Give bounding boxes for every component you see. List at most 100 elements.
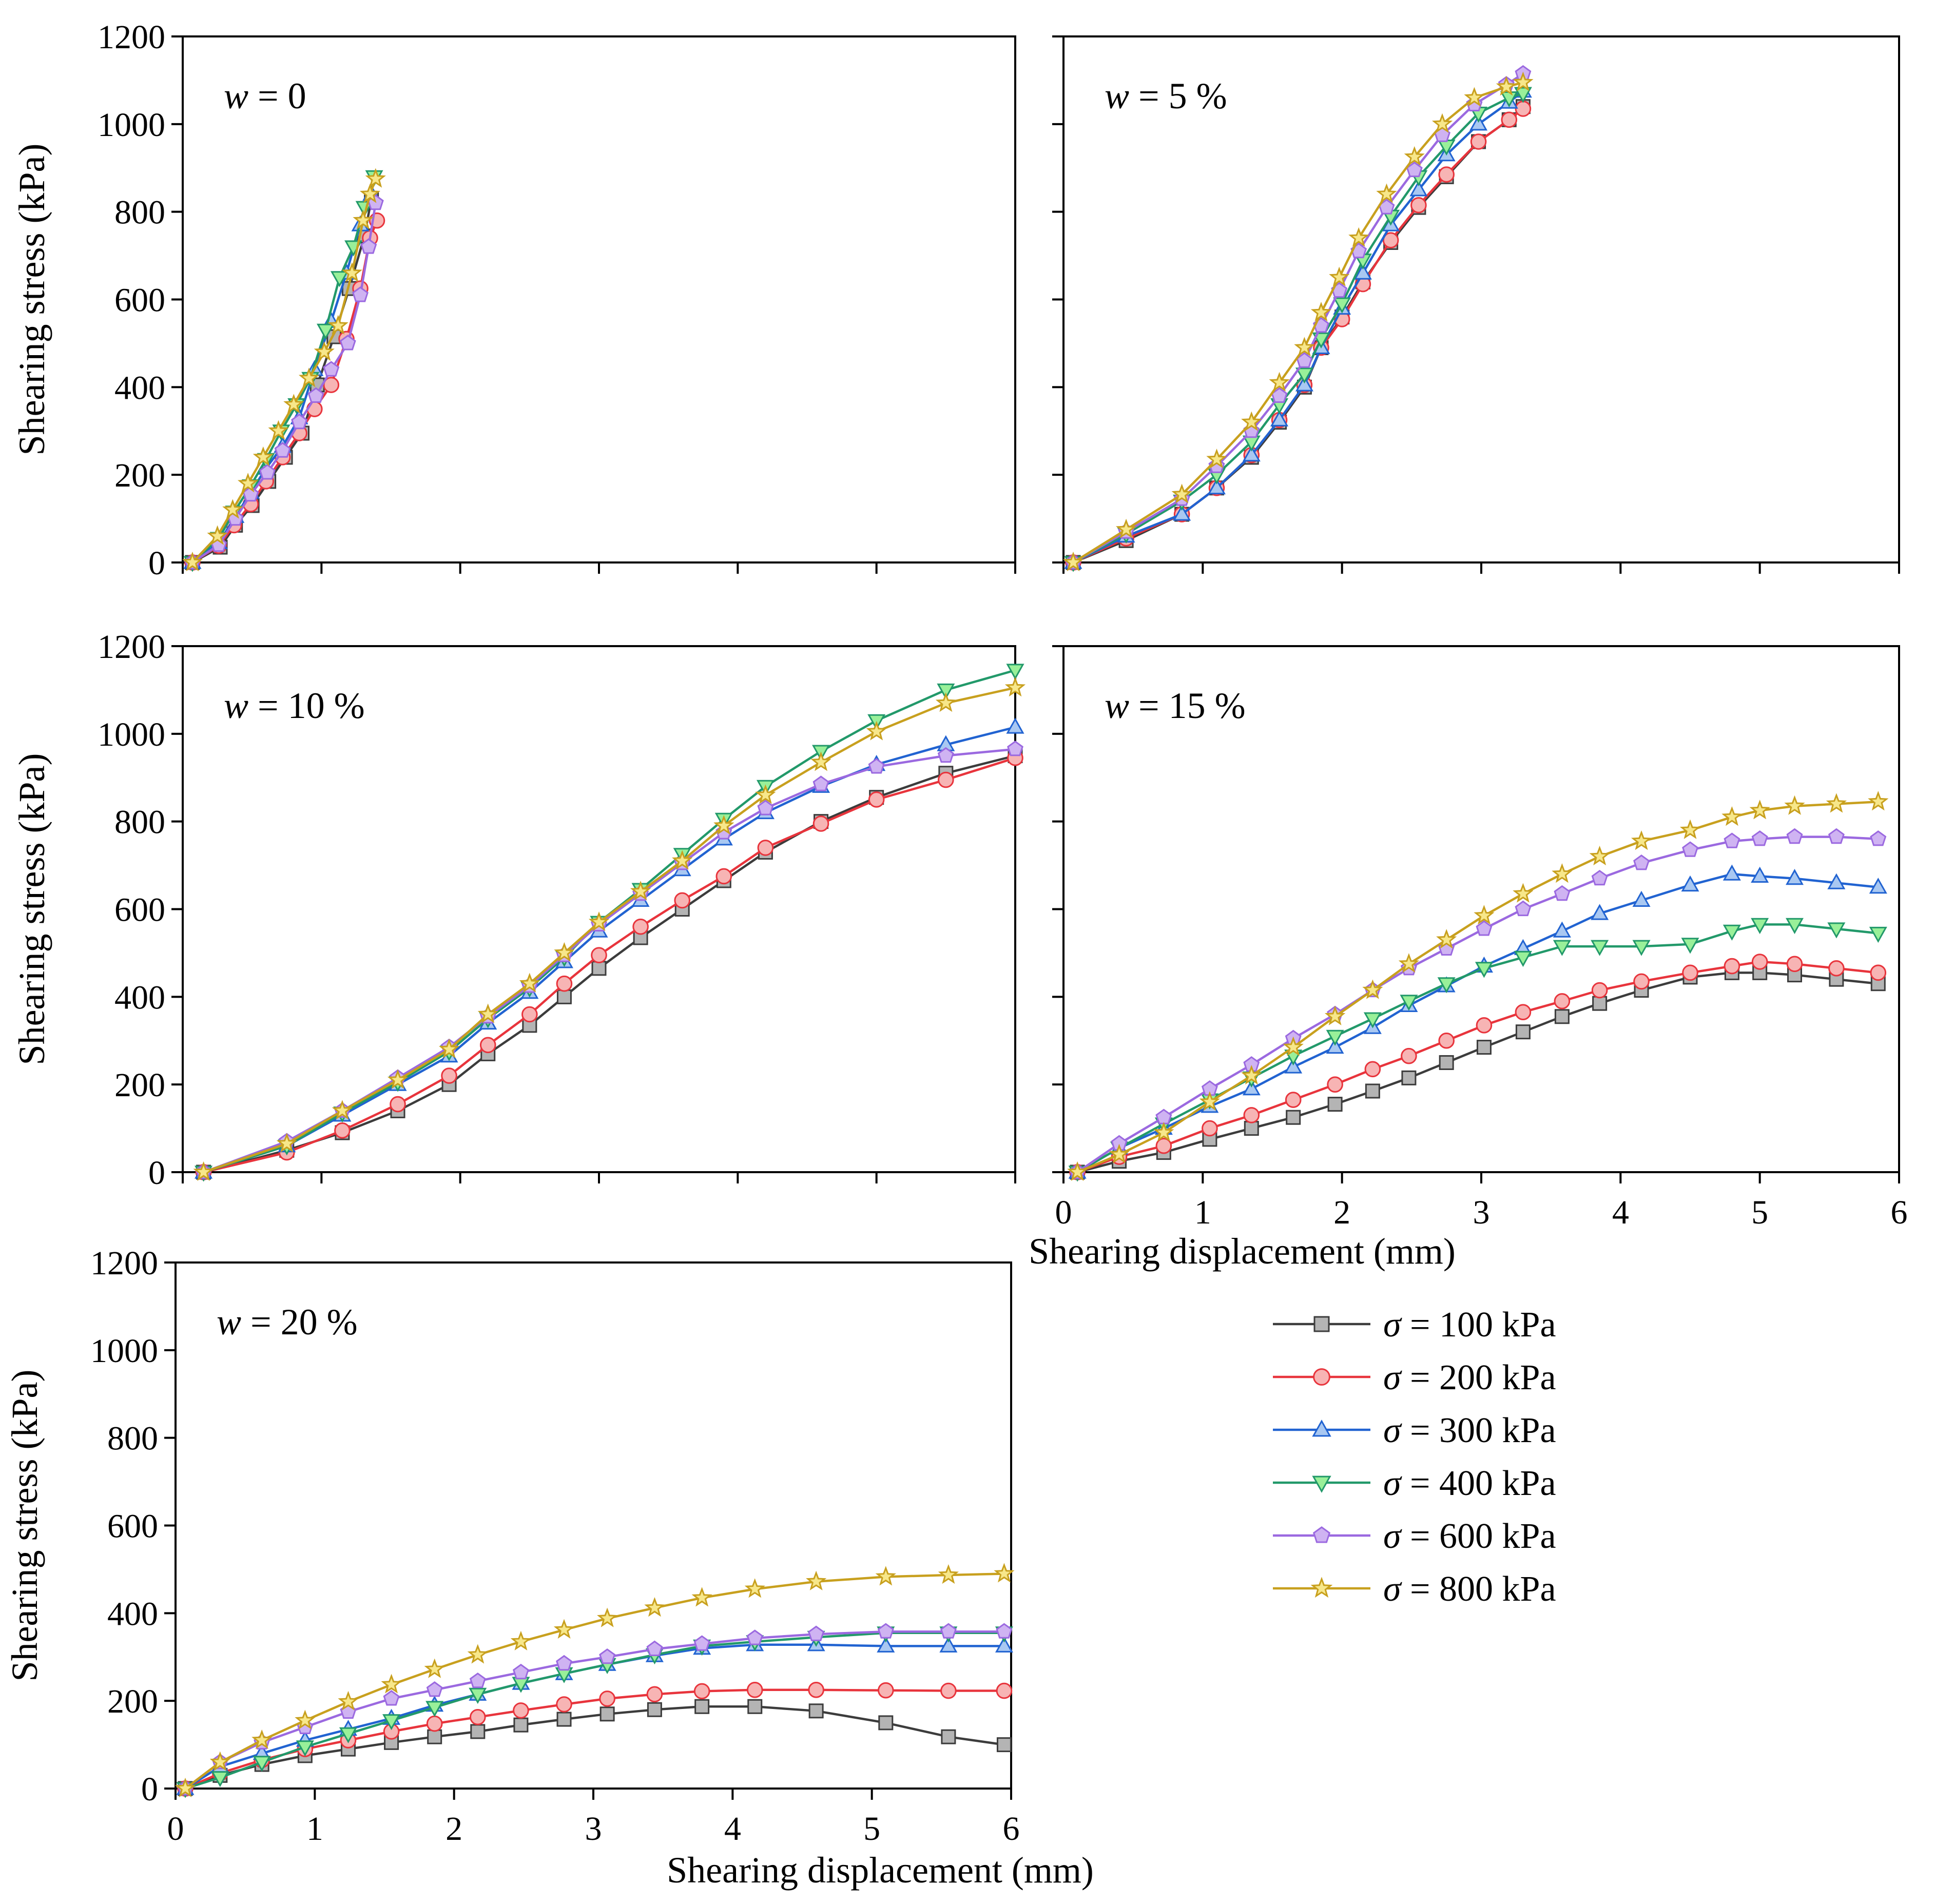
data-point [1109, 1143, 1130, 1163]
data-point [387, 1069, 409, 1089]
panel-annotation: w = 5 % [1105, 75, 1227, 116]
data-point [1514, 87, 1532, 103]
data-point [746, 1682, 763, 1698]
y-tick-label: 1200 [98, 628, 165, 666]
legend-entry: σ = 400 kPa [1273, 1464, 1556, 1503]
data-point [1553, 940, 1571, 956]
data-point [307, 387, 324, 403]
data-point [1006, 717, 1024, 734]
legend-label: σ = 800 kPa [1383, 1569, 1556, 1609]
data-point [996, 1623, 1013, 1639]
data-point [1155, 1137, 1172, 1154]
data-point [1207, 478, 1226, 495]
plot-frame [182, 35, 1016, 564]
data-point [1327, 1076, 1343, 1093]
data-point [209, 1751, 230, 1771]
data-point [1682, 964, 1698, 981]
data-point [268, 420, 289, 440]
data-point [253, 1756, 271, 1772]
data-point [996, 1682, 1013, 1699]
x-axis-title-text: Shearing displacement (mm) [667, 1850, 1094, 1891]
data-point [1376, 183, 1397, 203]
data-point [1633, 854, 1650, 870]
series-line [1073, 106, 1524, 564]
series-line [1072, 72, 1524, 564]
data-point [1591, 904, 1609, 920]
legend-entry: σ = 100 kPa [1273, 1305, 1556, 1345]
data-point [1398, 953, 1420, 973]
data-point [438, 1038, 460, 1058]
legend-marker [1312, 1420, 1331, 1437]
x-tick-label: 1 [1194, 1194, 1211, 1231]
data-point [868, 758, 885, 774]
data-point [1828, 828, 1845, 844]
legend-entry: σ = 800 kPa [1273, 1569, 1556, 1609]
series-line [184, 1630, 1004, 1790]
x-axis-title-w15: Shearing displacement (mm) [1029, 1231, 1456, 1272]
x-tick-label: 3 [1473, 1194, 1490, 1231]
data-point [1400, 995, 1418, 1011]
data-point [259, 464, 276, 480]
data-point [647, 1702, 662, 1717]
y-axis-title: Shearing stress (kPa) [11, 753, 52, 1065]
data-point [295, 1709, 316, 1730]
data-point [1285, 1092, 1302, 1108]
data-point [1515, 900, 1532, 917]
data-point [477, 1003, 498, 1023]
data-point [940, 1623, 957, 1639]
data-point [1554, 993, 1571, 1009]
data-point [519, 973, 540, 993]
series-line [203, 754, 1016, 1174]
data-point [1401, 1047, 1417, 1064]
data-point [1242, 1079, 1261, 1096]
data-point [755, 784, 776, 804]
data-point [995, 1636, 1013, 1653]
data-point [1362, 979, 1383, 999]
series-6 [1067, 791, 1889, 1181]
data-point [479, 1037, 496, 1054]
data-point [382, 1714, 401, 1731]
data-point [211, 1771, 229, 1788]
data-point [715, 868, 732, 885]
y-tick-label: 1200 [90, 1245, 158, 1282]
series-1 [1066, 99, 1531, 570]
series-line [191, 198, 373, 564]
data-point [1241, 1064, 1262, 1085]
data-point [1241, 411, 1262, 431]
data-point [1294, 337, 1315, 357]
data-point [1006, 664, 1024, 680]
series-line [203, 669, 1016, 1174]
data-point [1592, 996, 1608, 1011]
data-point [1474, 905, 1495, 925]
series-line [185, 1631, 1004, 1790]
data-point [467, 1644, 488, 1664]
data-point [352, 286, 369, 302]
data-point [1410, 197, 1427, 213]
data-point [1751, 918, 1769, 935]
data-point [253, 446, 274, 467]
data-point [599, 1706, 615, 1722]
data-point [1633, 973, 1650, 990]
data-point [334, 1122, 351, 1139]
data-point [1348, 227, 1369, 247]
data-point [1514, 950, 1532, 967]
series-line [1072, 81, 1523, 564]
data-point [237, 473, 259, 493]
series-line [1073, 108, 1524, 564]
data-point [512, 1663, 529, 1680]
data-point [1382, 232, 1399, 248]
series-6 [182, 168, 386, 572]
y-tick-label: 800 [107, 1420, 158, 1458]
data-point [646, 1686, 663, 1703]
data-point [877, 1636, 895, 1653]
y-tick-label: 200 [107, 1683, 158, 1720]
data-point [1723, 924, 1741, 941]
panel-w15: 0 1 2 3 4 5 6 w = 15 % [1052, 645, 1908, 1231]
data-point [1007, 740, 1023, 756]
y-tick-label: 600 [114, 891, 165, 929]
data-point [316, 323, 335, 340]
series-6 [175, 1563, 1015, 1798]
legend-marker [1313, 1368, 1330, 1386]
y-tick-label: 0 [141, 1771, 158, 1808]
y-tick-label: 800 [114, 804, 165, 841]
